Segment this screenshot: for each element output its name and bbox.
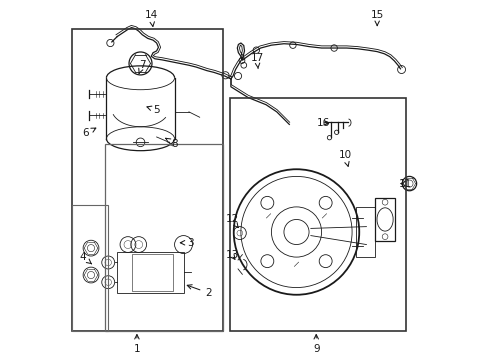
Bar bbox=[72, 205, 108, 330]
Bar bbox=[131, 253, 172, 291]
Bar bbox=[117, 252, 183, 293]
Bar bbox=[230, 98, 405, 330]
Text: 12: 12 bbox=[225, 215, 238, 228]
Text: 14: 14 bbox=[144, 10, 158, 26]
Text: 8: 8 bbox=[165, 138, 178, 149]
Text: 11: 11 bbox=[398, 179, 412, 189]
Text: 7: 7 bbox=[139, 60, 145, 73]
Text: 2: 2 bbox=[187, 285, 211, 298]
Text: 13: 13 bbox=[225, 250, 238, 260]
Text: 5: 5 bbox=[147, 105, 160, 115]
Text: 10: 10 bbox=[338, 150, 351, 166]
Text: 17: 17 bbox=[250, 53, 263, 69]
Bar bbox=[72, 30, 223, 330]
Text: 1: 1 bbox=[133, 334, 140, 354]
Bar bbox=[355, 207, 375, 257]
Text: 3: 3 bbox=[180, 238, 194, 248]
Text: 15: 15 bbox=[370, 10, 383, 26]
Text: 9: 9 bbox=[312, 334, 319, 354]
Text: 6: 6 bbox=[82, 128, 96, 138]
Text: 16: 16 bbox=[316, 118, 329, 128]
Bar bbox=[375, 198, 394, 241]
Bar bbox=[104, 144, 223, 330]
Text: 4: 4 bbox=[80, 252, 91, 264]
